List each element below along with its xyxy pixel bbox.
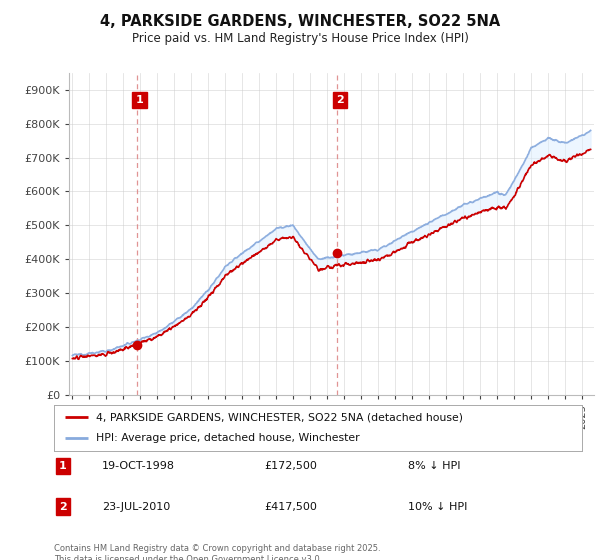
- Text: 23-JUL-2010: 23-JUL-2010: [102, 502, 170, 512]
- Text: 1: 1: [59, 461, 67, 471]
- Text: 4, PARKSIDE GARDENS, WINCHESTER, SO22 5NA: 4, PARKSIDE GARDENS, WINCHESTER, SO22 5N…: [100, 14, 500, 29]
- Text: 10% ↓ HPI: 10% ↓ HPI: [408, 502, 467, 512]
- Text: HPI: Average price, detached house, Winchester: HPI: Average price, detached house, Winc…: [96, 433, 360, 444]
- Text: 4, PARKSIDE GARDENS, WINCHESTER, SO22 5NA (detached house): 4, PARKSIDE GARDENS, WINCHESTER, SO22 5N…: [96, 412, 463, 422]
- Text: 19-OCT-1998: 19-OCT-1998: [102, 461, 175, 471]
- Text: 8% ↓ HPI: 8% ↓ HPI: [408, 461, 461, 471]
- Text: 1: 1: [136, 95, 143, 105]
- Text: Price paid vs. HM Land Registry's House Price Index (HPI): Price paid vs. HM Land Registry's House …: [131, 32, 469, 45]
- Text: 2: 2: [59, 502, 67, 512]
- Text: 2: 2: [336, 95, 344, 105]
- Text: £417,500: £417,500: [264, 502, 317, 512]
- Text: Contains HM Land Registry data © Crown copyright and database right 2025.
This d: Contains HM Land Registry data © Crown c…: [54, 544, 380, 560]
- Text: £172,500: £172,500: [264, 461, 317, 471]
